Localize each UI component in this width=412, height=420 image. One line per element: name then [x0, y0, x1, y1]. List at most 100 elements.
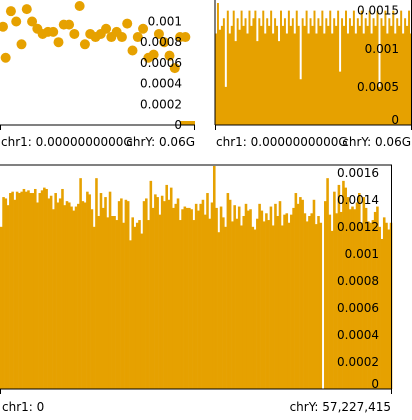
bar: [104, 197, 107, 389]
x-range-end-label: chrY: 57,227,415: [290, 400, 391, 414]
bar: [215, 207, 218, 389]
y-tick-label: 0.0014: [337, 193, 379, 207]
bar: [382, 217, 386, 389]
bar: [115, 220, 119, 389]
scatter-point: [132, 32, 143, 43]
bar: [140, 233, 144, 389]
bar: [90, 209, 94, 389]
bar: [253, 229, 257, 389]
bar: [326, 178, 329, 389]
bar: [172, 207, 175, 389]
x-range-end-label: chrY: 0.06G: [342, 135, 411, 149]
bar: [339, 211, 343, 389]
bar: [274, 203, 277, 389]
bar: [79, 178, 82, 389]
bar: [2, 197, 5, 389]
bar: [113, 216, 116, 389]
scatter-point: [127, 45, 138, 56]
bar: [201, 199, 205, 389]
bar: [43, 187, 46, 389]
bar: [242, 216, 246, 389]
bar: [160, 195, 164, 389]
bar: [387, 229, 391, 389]
scatter-point: [69, 28, 80, 39]
scatter-point: [5, 6, 16, 17]
bar: [24, 191, 28, 389]
scatter-point: [0, 21, 8, 32]
bar: [38, 193, 42, 389]
x-range-end-label: chrY: 0.06G: [126, 135, 195, 149]
bar: [20, 191, 23, 389]
scatter-point: [64, 19, 75, 30]
bar: [376, 206, 379, 389]
bar: [265, 213, 268, 389]
y-tick-label: 0.0008: [337, 274, 379, 288]
bar: [271, 225, 275, 389]
bar: [351, 206, 354, 389]
bar: [256, 218, 259, 389]
bar: [362, 197, 366, 389]
bar: [101, 207, 105, 389]
x-range-start-label: chr1: 0: [2, 400, 44, 414]
bar: [235, 218, 239, 389]
bar: [237, 206, 241, 389]
bar: [228, 199, 232, 389]
bar: [86, 191, 89, 389]
bar: [72, 210, 76, 389]
bar: [176, 198, 180, 389]
bar: [267, 220, 270, 389]
bar: [283, 214, 286, 389]
bar: [13, 199, 17, 389]
bar: [88, 194, 91, 389]
bar: [122, 222, 125, 389]
bar: [165, 184, 168, 389]
scatter-point: [122, 18, 133, 29]
bar: [378, 226, 381, 389]
bar: [135, 222, 139, 389]
bar: [124, 199, 128, 389]
y-tick-label: 0.0008: [140, 35, 182, 49]
bar: [358, 193, 361, 389]
bar: [269, 206, 273, 389]
scatter-point: [21, 4, 32, 15]
bar: [197, 210, 200, 389]
bar: [18, 193, 21, 389]
bar: [52, 209, 55, 389]
y-tick-label: 0.0006: [337, 301, 379, 315]
y-tick-label: 0.001: [365, 42, 399, 56]
bar: [27, 190, 30, 389]
scatter-point: [116, 32, 127, 43]
bar: [95, 178, 98, 389]
bar: [106, 217, 110, 389]
bar: [346, 197, 350, 389]
bar: [353, 209, 357, 389]
scatter-point: [164, 50, 175, 61]
bar: [92, 226, 96, 389]
bar: [131, 217, 134, 389]
scatter-point: [79, 39, 90, 50]
scatter-point: [148, 49, 159, 60]
bar: [299, 197, 302, 389]
bar: [45, 188, 48, 389]
bar: [190, 209, 193, 389]
panel-top-right: 0 0.0005 0.001 0.0015 chr1: 0.0000000000Gchr…: [214, 0, 412, 149]
y-tick-label: 0.0004: [140, 77, 182, 91]
bar: [294, 193, 298, 389]
y-tick-label: 0: [371, 377, 379, 391]
bar: [174, 203, 178, 389]
bar: [369, 222, 372, 389]
bar: [11, 191, 14, 389]
panel-bottom: 0 0.0002 0.0004 0.0006 0.0008 0.001 0.0012 0.00…: [0, 164, 393, 414]
bar: [380, 238, 384, 389]
bar: [305, 221, 309, 389]
scatter-point: [16, 39, 27, 50]
y-tick-label: 0.001: [345, 247, 379, 261]
bar: [212, 166, 216, 389]
bar: [22, 188, 26, 389]
bar: [319, 222, 323, 389]
bar: [117, 201, 121, 389]
bar: [0, 226, 3, 389]
bar: [61, 188, 64, 389]
bar: [56, 202, 60, 389]
x-range-start-label: chr1: 0.0000000000G: [1, 135, 133, 149]
